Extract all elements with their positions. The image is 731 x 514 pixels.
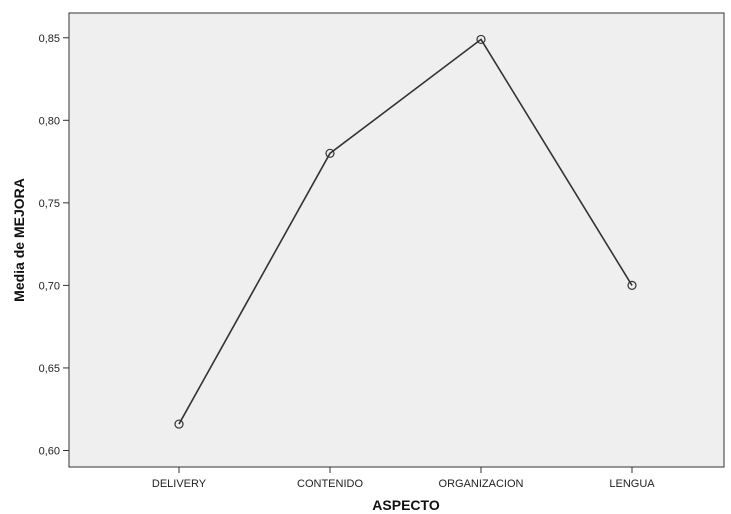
y-axis-ticks: 0,60 0,65 0,70 0,75 0,80 0,85 [39,33,69,457]
data-point [325,148,335,158]
y-tick-label: 0,85 [39,33,60,45]
plot-area [68,12,725,468]
data-point [174,419,184,429]
data-point [627,280,637,290]
y-tick-label: 0,75 [39,198,60,210]
data-point [476,34,486,45]
x-tick-label: DELIVERY [152,478,207,490]
y-tick-label: 0,60 [39,445,60,457]
y-tick-label: 0,80 [39,115,60,127]
x-tick-label: CONTENIDO [297,478,363,490]
series-line [178,38,633,425]
y-tick-label: 0,70 [39,280,60,292]
y-tick-label: 0,65 [39,363,60,375]
y-axis-title: Media de MEJORA [11,178,27,302]
data-points [174,34,637,429]
x-axis-title: ASPECTO [372,497,440,513]
x-tick-label: ORGANIZACION [439,478,524,490]
x-tick-label: LENGUA [609,478,655,490]
x-axis-ticks: DELIVERY CONTENIDO ORGANIZACION LENGUA [152,467,655,490]
